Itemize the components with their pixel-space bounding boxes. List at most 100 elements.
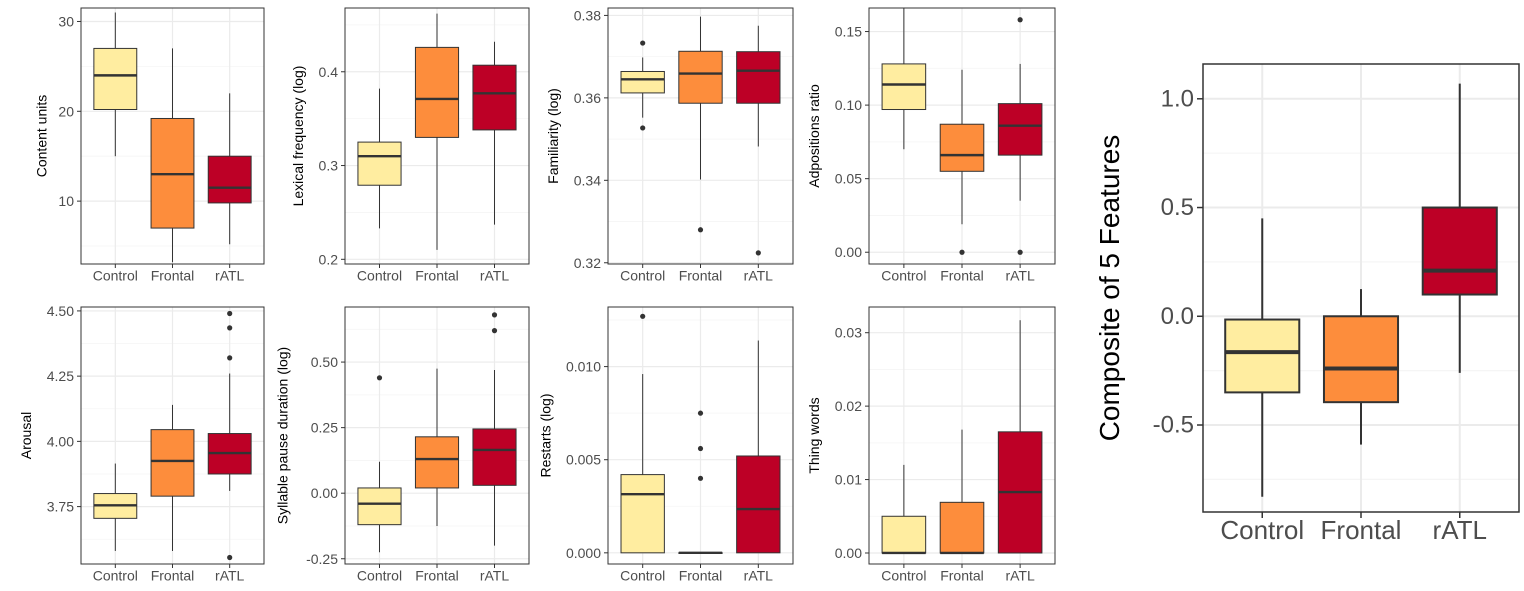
outlier-point	[227, 310, 233, 317]
outlier-point	[640, 125, 646, 131]
box-frontal	[1322, 289, 1400, 445]
y-tick-label: 1.0	[1161, 85, 1194, 112]
x-tick-label-ratl: rATL	[480, 267, 510, 283]
y-tick-label: 0.38	[574, 7, 601, 23]
box-body	[357, 487, 402, 526]
y-tick-label: 0.4	[319, 64, 339, 80]
box-control	[357, 88, 402, 229]
y-axis-title: Familiarity (log)	[545, 88, 561, 184]
y-axis-title: Thing words	[806, 397, 822, 473]
x-tick-label-control: Control	[357, 567, 402, 583]
box-frontal	[678, 410, 723, 555]
x-tick-label-ratl: rATL	[480, 567, 510, 583]
box-body	[414, 436, 460, 489]
box-ratl	[736, 340, 781, 554]
y-tick-label: 0.010	[566, 359, 601, 375]
box-ratl	[207, 93, 252, 245]
panel-restarts-log: 0.000 0.005 0.010 Control Frontal rATL Restart…	[538, 306, 794, 583]
panel-syllable-pause-duration-log: -0.25 0.00 0.25 0.50 Control Frontal rATL Sylla…	[275, 306, 530, 583]
outlier-point	[697, 475, 704, 481]
box-ratl	[736, 25, 781, 256]
panel-adpositions-ratio: 0.00 0.05 0.10 0.15 Control Frontal rATL Adposi…	[806, 7, 1056, 283]
outlier-point	[959, 249, 965, 255]
box-control	[881, 8, 927, 150]
y-tick-label: 0.3	[319, 158, 339, 174]
box-body	[939, 123, 985, 172]
box-control	[620, 313, 665, 554]
y-tick-label: 0.32	[574, 255, 601, 271]
x-tick-label-frontal: Frontal	[151, 567, 195, 583]
box-body	[620, 474, 665, 554]
box-body	[997, 103, 1043, 156]
x-tick-label-frontal: Frontal	[679, 267, 723, 283]
panel-arousal: 3.75 4.00 4.25 4.50 Control Frontal rATL Arousa…	[18, 303, 265, 583]
box-control	[881, 464, 927, 555]
y-tick-label: 0.36	[574, 90, 601, 106]
y-tick-label: 0.03	[835, 325, 862, 341]
y-tick-label: 0.15	[835, 24, 862, 40]
x-tick-label-control: Control	[93, 267, 138, 283]
y-axis-title: Adpositions ratio	[806, 84, 822, 188]
x-tick-label-ratl: rATL	[1433, 515, 1487, 545]
box-ratl	[1421, 83, 1498, 373]
outlier-point	[376, 375, 383, 381]
box-frontal	[939, 429, 985, 555]
panel-composite-of-5-features: -0.5 0.0 0.5 1.0 Control Frontal rATL Composite…	[1094, 63, 1520, 545]
outlier-point	[1017, 17, 1023, 23]
box-body	[150, 429, 195, 497]
box-ratl	[207, 310, 252, 561]
box-body	[93, 47, 138, 111]
box-ratl	[997, 17, 1043, 255]
box-control	[620, 40, 665, 131]
box-control	[93, 12, 138, 157]
y-tick-label: -0.25	[306, 551, 338, 567]
x-tick-label-frontal: Frontal	[415, 267, 459, 283]
outlier-point	[227, 355, 233, 361]
outlier-point	[227, 325, 233, 331]
box-frontal	[414, 368, 460, 526]
box-body	[472, 428, 517, 486]
panel-thing-words: 0.00 0.01 0.02 0.03 Control Frontal rATL Thing …	[806, 306, 1056, 583]
panel-familiarity-log: 0.32 0.34 0.36 0.38 Control Frontal rATL Famili…	[545, 7, 794, 283]
box-ratl	[472, 312, 517, 546]
y-axis-title: Composite of 5 Features	[1094, 135, 1125, 442]
box-control	[357, 375, 402, 553]
y-tick-label: 0.00	[835, 244, 862, 260]
box-control	[93, 463, 138, 551]
outlier-point	[1017, 249, 1023, 255]
y-tick-label: 0.50	[311, 354, 338, 370]
y-tick-label: 0.25	[311, 420, 338, 436]
y-axis-title: Arousal	[18, 412, 34, 459]
box-body	[1421, 206, 1498, 296]
y-tick-label: 0.000	[566, 545, 601, 561]
y-tick-label: 0.00	[311, 485, 338, 501]
x-tick-label-ratl: rATL	[1005, 567, 1035, 583]
y-tick-label: 0.02	[835, 398, 862, 414]
y-tick-label: 20	[58, 103, 74, 119]
x-tick-label-control: Control	[881, 567, 926, 583]
y-tick-label: 3.75	[47, 499, 74, 515]
outlier-point	[697, 410, 704, 416]
y-tick-label: 4.25	[47, 368, 74, 384]
box-body	[207, 155, 252, 204]
x-tick-label-control: Control	[1220, 515, 1304, 545]
outlier-point	[640, 40, 646, 46]
x-tick-label-control: Control	[93, 567, 138, 583]
box-frontal	[678, 16, 723, 233]
outlier-point	[640, 313, 646, 319]
y-axis-title: Content units	[34, 95, 50, 177]
box-body	[472, 64, 517, 131]
y-tick-label: 4.00	[47, 433, 74, 449]
box-body	[881, 515, 927, 554]
outlier-point	[755, 250, 761, 256]
y-tick-label: 30	[58, 13, 74, 29]
box-ratl	[472, 41, 517, 225]
panel-lexical-frequency-log: 0.2 0.3 0.4 Control Frontal rATL Lexical frequ…	[290, 7, 530, 283]
box-frontal	[150, 404, 195, 551]
x-tick-label-ratl: rATL	[215, 567, 245, 583]
box-body	[414, 46, 460, 138]
box-frontal	[414, 13, 460, 250]
y-tick-label: 0.005	[566, 452, 601, 468]
x-tick-label-control: Control	[620, 567, 665, 583]
